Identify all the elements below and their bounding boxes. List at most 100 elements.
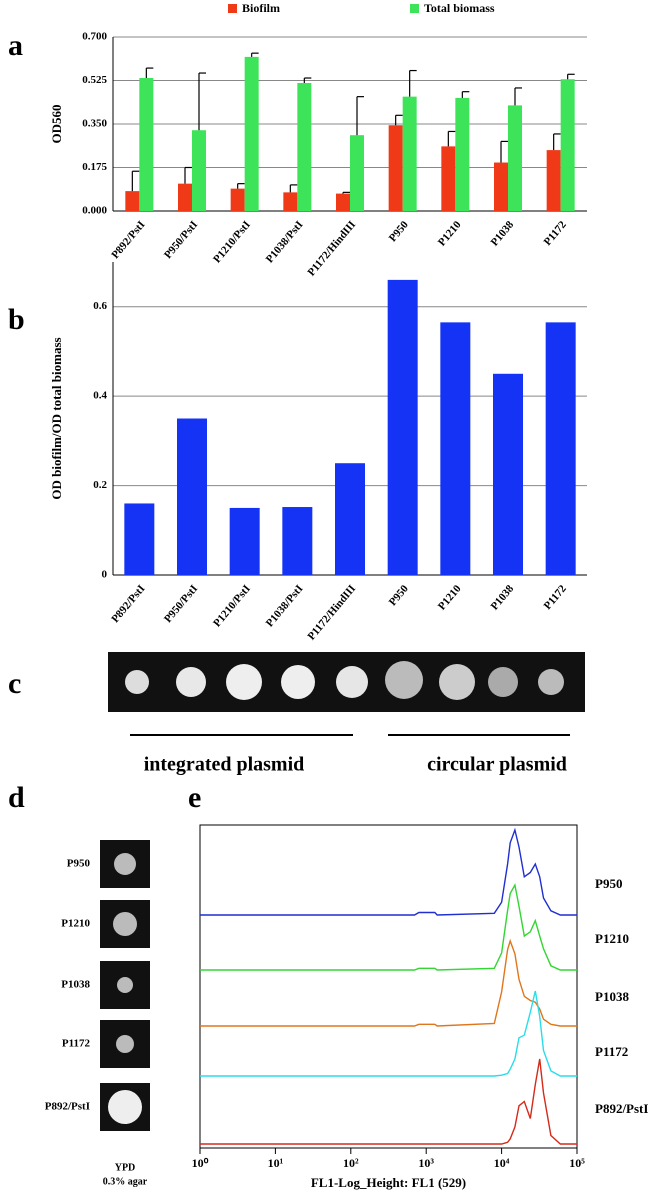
error-bar — [395, 114, 403, 126]
x-tick-label: P1172 — [542, 582, 570, 612]
plot-frame — [199, 824, 578, 1149]
colony-strip — [108, 652, 585, 736]
x-tick-label: 10⁰ — [192, 1156, 209, 1170]
error-bar — [237, 183, 245, 189]
y-tick-label: 0.6 — [93, 300, 107, 312]
histogram-line — [200, 827, 577, 916]
y-axis-label: OD560 — [49, 105, 64, 144]
x-tick-label: P1210 — [436, 582, 464, 612]
bar — [455, 97, 470, 211]
bar — [494, 162, 508, 211]
histogram-line — [200, 990, 577, 1077]
y-tick-label: 0.4 — [93, 390, 107, 402]
y-tick-label: 0.175 — [82, 161, 107, 173]
panel-letter: b — [8, 303, 25, 336]
legend-label: Biofilm — [242, 1, 280, 15]
legend-label: Total biomass — [424, 1, 495, 15]
y-tick-label: 0.350 — [82, 118, 107, 130]
series-label: P1210 — [595, 931, 629, 946]
x-tick-label: P1172/HindIII — [305, 583, 358, 643]
bar — [124, 503, 155, 575]
series-label: P1038 — [595, 989, 629, 1004]
x-tick-label: P1210 — [436, 218, 464, 248]
bar — [493, 373, 523, 575]
x-axis-label: FL1-Log_Height: FL1 (529) — [311, 1175, 466, 1190]
error-bar — [567, 73, 575, 80]
bar — [440, 322, 471, 575]
group-label: circular plasmid — [427, 754, 567, 776]
bar — [297, 82, 312, 211]
x-tick-label: P1210/PstI — [211, 219, 253, 266]
bar — [335, 463, 365, 575]
error-bar — [500, 140, 508, 163]
x-tick-label: P1172/HindIII — [305, 219, 358, 279]
bar — [282, 507, 313, 575]
panel-letter: c — [8, 667, 21, 700]
x-tick-label: 10⁵ — [569, 1156, 585, 1170]
colony-images — [100, 840, 150, 1131]
error-bar — [461, 91, 470, 98]
bar — [336, 193, 350, 211]
error-bar — [514, 87, 522, 106]
bar — [441, 146, 456, 211]
bar — [244, 56, 259, 212]
y-axis-label: OD biofilm/OD total biomass — [49, 337, 64, 499]
strain-label: P1172 — [62, 1038, 91, 1050]
histogram-line — [200, 1058, 577, 1145]
error-bar — [198, 72, 206, 131]
bar — [177, 418, 207, 575]
y-tick-label: 0 — [102, 569, 108, 581]
bar — [283, 192, 298, 211]
error-bar — [289, 184, 298, 193]
y-tick-label: 0.000 — [82, 205, 107, 217]
x-tick-label: P1172 — [542, 218, 570, 248]
strain-label: P950 — [67, 858, 91, 870]
bar — [230, 188, 245, 211]
error-bar — [251, 52, 259, 57]
caption: 0.3% agar — [103, 1176, 148, 1187]
y-tick-label: 0.525 — [82, 74, 107, 86]
panel-letter: e — [188, 781, 201, 814]
x-tick-label: 10² — [343, 1156, 359, 1170]
bar — [178, 183, 192, 211]
x-tick-label: P892/PstI — [109, 583, 147, 625]
x-tick-label: P892/PstI — [109, 219, 147, 261]
error-bar — [184, 166, 192, 184]
bar — [125, 191, 140, 211]
bar — [508, 105, 522, 211]
x-tick-label: 10³ — [418, 1156, 434, 1170]
histogram-line — [200, 938, 577, 1027]
bar — [139, 78, 154, 211]
x-tick-label: P950 — [387, 582, 411, 608]
x-tick-label: 10¹ — [268, 1156, 284, 1170]
error-bar — [131, 170, 140, 192]
error-bar — [303, 77, 312, 83]
error-bar — [356, 96, 364, 136]
bar — [388, 125, 403, 211]
bar — [229, 507, 260, 575]
legend-swatch — [410, 4, 419, 13]
error-bar — [342, 191, 350, 194]
error-bar — [553, 133, 561, 151]
bar — [545, 322, 576, 575]
x-tick-label: P1038/PstI — [264, 583, 306, 630]
panel-letter: a — [8, 29, 23, 62]
strain-label: P1210 — [61, 918, 90, 930]
error-bar — [409, 69, 417, 97]
bar — [560, 79, 575, 211]
bar — [402, 96, 417, 211]
bar — [387, 279, 418, 575]
error-bar — [447, 130, 456, 147]
bar — [546, 150, 561, 211]
x-tick-label: P1210/PstI — [211, 583, 253, 630]
x-tick-label: P1038/PstI — [264, 219, 306, 266]
bar — [350, 135, 364, 211]
x-tick-label: P1038 — [489, 218, 517, 248]
x-tick-label: P950 — [387, 218, 411, 244]
bar — [192, 130, 206, 211]
group-label: integrated plasmid — [144, 754, 305, 776]
error-bar — [145, 67, 154, 79]
strain-label: P892/PstI — [45, 1101, 90, 1113]
series-label: P892/PstI — [595, 1101, 648, 1116]
